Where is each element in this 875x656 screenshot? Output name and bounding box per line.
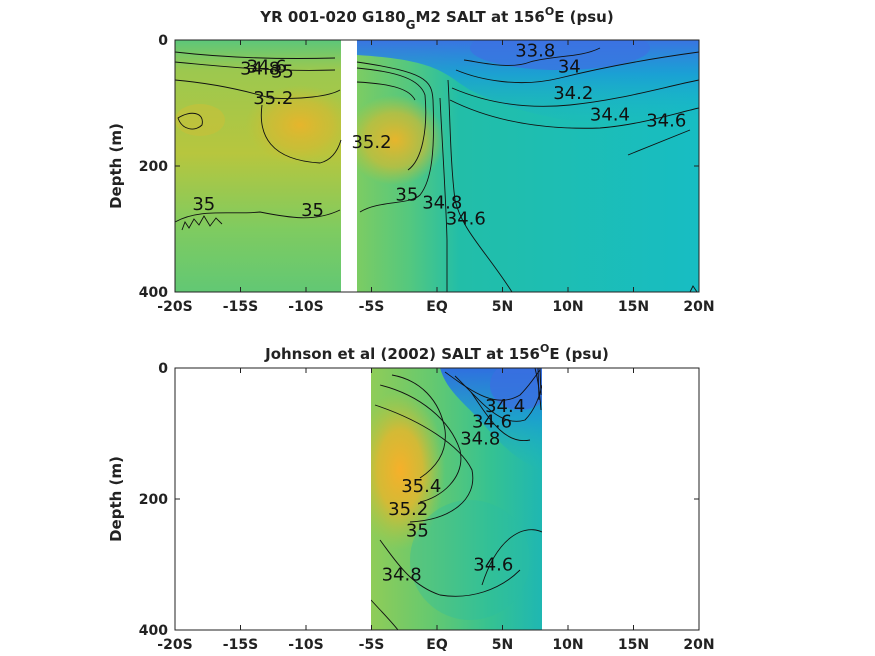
top-contour-label: 34.6 xyxy=(247,56,287,77)
top-contour-label: 35.2 xyxy=(253,88,293,109)
top-contour-label: 34.8 xyxy=(422,193,462,214)
bottom-y-tick-label: 0 xyxy=(158,361,168,377)
top-contour-label: 33.8 xyxy=(515,41,555,62)
top-x-tick-label: -15S xyxy=(223,299,258,315)
top-y-tick-label: 200 xyxy=(139,159,168,175)
top-y-tick-label: 0 xyxy=(158,33,168,49)
top-panel-title: YR 001-020 G180GM2 SALT at 156OE (psu) xyxy=(259,5,613,32)
bottom-contour-label: 34.4 xyxy=(485,396,525,417)
top-x-tick-label: 20N xyxy=(683,299,714,315)
top-contour-label: 34.4 xyxy=(590,104,630,125)
bottom-contour-label: 34.6 xyxy=(472,412,512,433)
bottom-x-tick-label: 10N xyxy=(552,637,583,653)
top-x-tick-label: -20S xyxy=(157,299,192,315)
top-x-tick-label: 10N xyxy=(552,299,583,315)
top-y-tick-label: 400 xyxy=(139,285,168,301)
top-x-tick-label: -5S xyxy=(359,299,385,315)
top-contour-label: 34.8 xyxy=(240,58,280,79)
bottom-contour-label: 35 xyxy=(406,520,429,541)
top-axis-ticks: -20S -15S -10S -5S EQ 5N 10N 15N 20N 0 200 400 xyxy=(139,33,715,315)
bottom-x-tick-label: EQ xyxy=(426,637,448,653)
top-contour-label: 35 xyxy=(192,194,215,215)
bottom-axis-ticks: -20S -15S -10S -5S EQ 5N 10N 15N 20N 0 200 400 xyxy=(139,361,715,653)
bottom-x-tick-label: -5S xyxy=(359,637,385,653)
top-panel-field xyxy=(175,40,699,292)
top-contour-label: 35 xyxy=(271,62,294,83)
bottom-y-tick-label: 200 xyxy=(139,492,168,508)
bottom-x-tick-label: -20S xyxy=(157,637,192,653)
top-x-tick-label: EQ xyxy=(426,299,448,315)
top-contour-label: 35 xyxy=(301,200,324,221)
top-contour-label: 34.6 xyxy=(646,111,686,132)
bottom-contour-label: 34.8 xyxy=(382,564,422,585)
top-contour-label: 34.2 xyxy=(553,83,593,104)
bottom-x-tick-label: 5N xyxy=(492,637,513,653)
bottom-contour-label: 35.4 xyxy=(401,476,441,497)
bottom-y-tick-label: 400 xyxy=(139,623,168,639)
bottom-panel-title: Johnson et al (2002) SALT at 156OE (psu) xyxy=(264,342,609,363)
top-x-tick-label: -10S xyxy=(288,299,323,315)
top-x-tick-label: 5N xyxy=(492,299,513,315)
top-x-tick-label: 15N xyxy=(618,299,649,315)
top-contour-label: 34.6 xyxy=(446,208,486,229)
bottom-panel-field xyxy=(371,368,542,630)
bottom-x-tick-label: 15N xyxy=(618,637,649,653)
bottom-x-tick-label: -15S xyxy=(223,637,258,653)
bottom-x-tick-label: -10S xyxy=(288,637,323,653)
top-y-axis-label: Depth (m) xyxy=(107,123,125,209)
bottom-contour-label: 34.8 xyxy=(460,429,500,450)
top-contour-label: 35 xyxy=(395,184,418,205)
bottom-contour-label: 34.6 xyxy=(473,555,513,576)
top-panel: YR 001-020 G180GM2 SALT at 156OE (psu) xyxy=(107,5,715,315)
bottom-panel: Johnson et al (2002) SALT at 156OE (psu)… xyxy=(107,342,715,653)
bottom-x-tick-label: 20N xyxy=(683,637,714,653)
top-contour-label: 34 xyxy=(558,56,581,77)
bottom-y-axis-label: Depth (m) xyxy=(107,456,125,542)
top-contour-label: 35.2 xyxy=(351,132,391,153)
bottom-contour-label: 35.2 xyxy=(388,499,428,520)
